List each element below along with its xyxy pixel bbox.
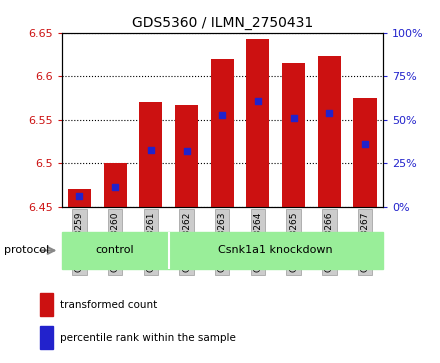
Bar xyxy=(318,56,341,207)
Bar xyxy=(169,232,383,269)
Bar xyxy=(139,102,162,207)
Bar xyxy=(62,232,169,269)
Point xyxy=(361,141,368,147)
Point xyxy=(112,184,119,190)
Bar xyxy=(40,293,53,316)
Point xyxy=(290,115,297,121)
Title: GDS5360 / ILMN_2750431: GDS5360 / ILMN_2750431 xyxy=(132,16,313,30)
Bar xyxy=(353,98,377,207)
Text: protocol: protocol xyxy=(4,245,50,256)
Point xyxy=(219,112,226,118)
Bar xyxy=(211,59,234,207)
Bar xyxy=(40,326,53,349)
Point xyxy=(326,110,333,116)
Bar xyxy=(103,163,127,207)
Text: control: control xyxy=(96,245,135,256)
Point xyxy=(183,148,190,154)
Bar xyxy=(175,105,198,207)
Bar xyxy=(282,63,305,207)
Text: transformed count: transformed count xyxy=(60,300,158,310)
Text: percentile rank within the sample: percentile rank within the sample xyxy=(60,333,236,343)
Text: Csnk1a1 knockdown: Csnk1a1 knockdown xyxy=(218,245,333,256)
Point xyxy=(147,147,154,153)
Bar xyxy=(68,189,91,207)
Point xyxy=(76,193,83,199)
Point xyxy=(254,98,261,103)
Bar xyxy=(246,39,269,207)
